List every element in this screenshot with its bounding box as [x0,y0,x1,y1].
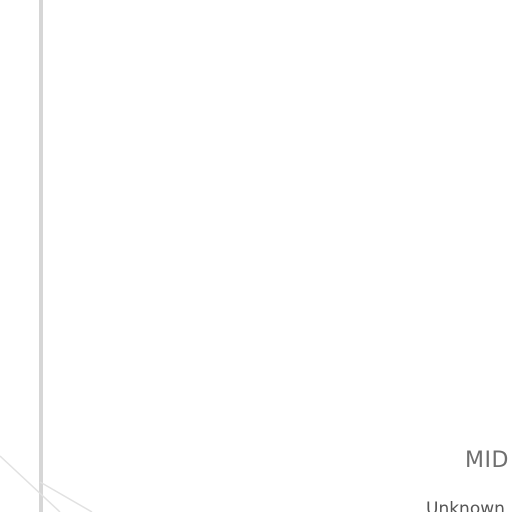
diagonal-line-left [0,455,61,512]
section-label: MID [465,448,509,473]
sub-label: Unknown [426,499,505,512]
vertical-divider [39,0,43,512]
diagonal-line-right [39,481,93,512]
